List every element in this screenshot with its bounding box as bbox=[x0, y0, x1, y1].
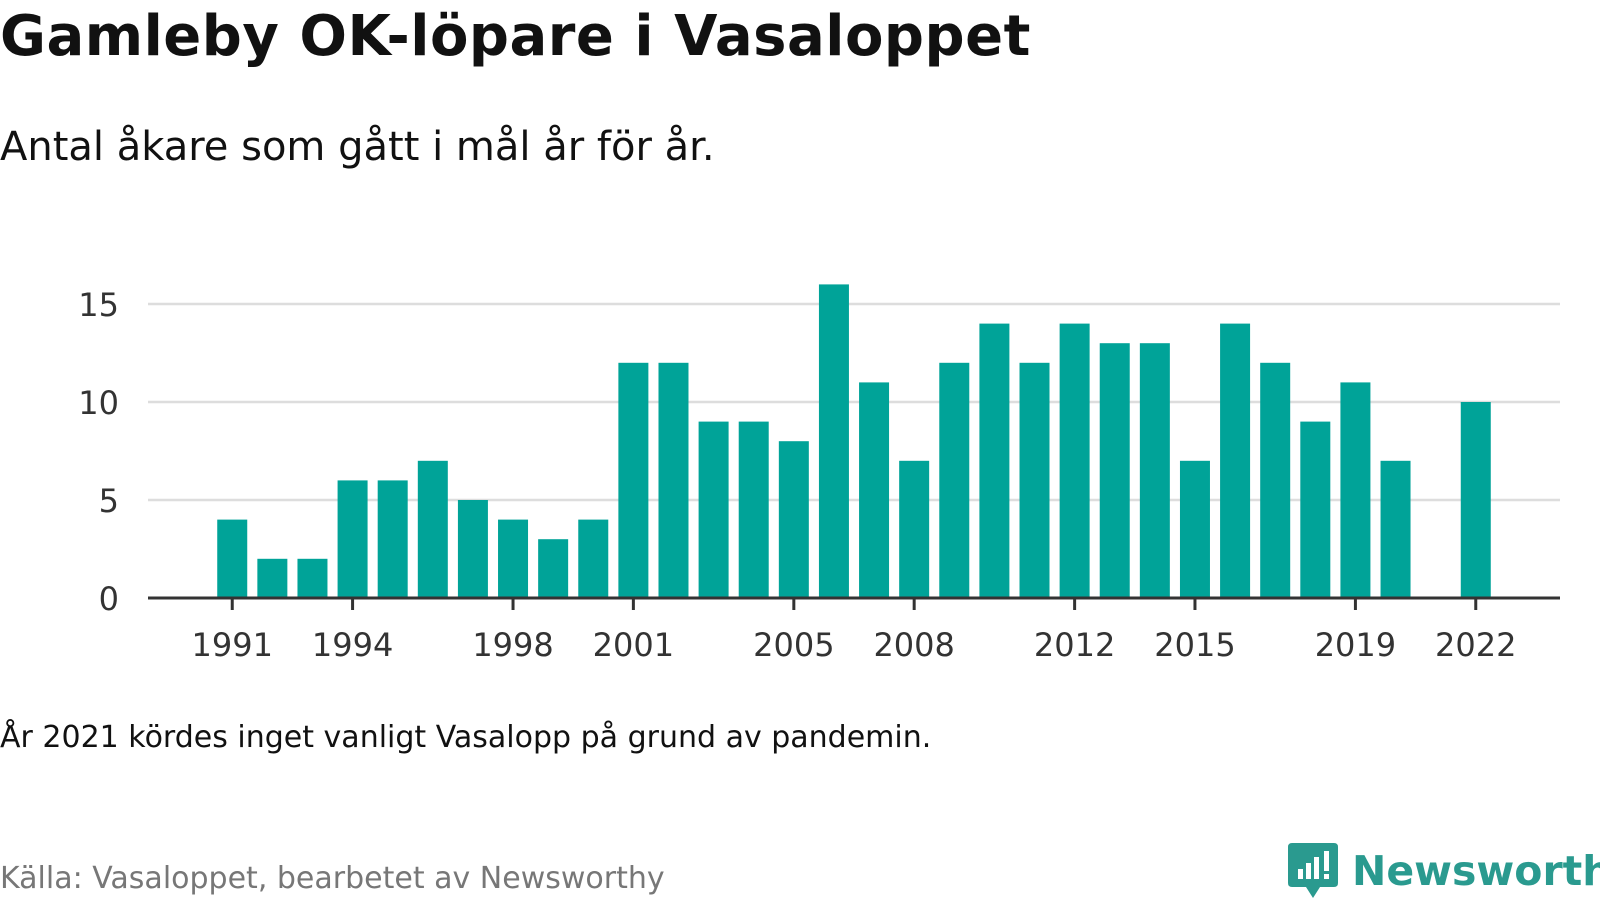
bar-1997 bbox=[457, 500, 488, 598]
bar-2007 bbox=[859, 382, 890, 598]
bar-2009 bbox=[939, 362, 970, 598]
x-tick-label: 2012 bbox=[1034, 626, 1115, 664]
bar-2014 bbox=[1139, 343, 1170, 598]
x-axis bbox=[148, 596, 1560, 610]
bar-2010 bbox=[979, 323, 1010, 598]
bar-1996 bbox=[417, 460, 448, 598]
chart-title: Gamleby OK-löpare i Vasaloppet bbox=[0, 4, 1031, 69]
bar-2015 bbox=[1179, 460, 1210, 598]
bars bbox=[217, 284, 1491, 598]
newsworthy-logo: Newsworthy bbox=[1288, 843, 1600, 899]
y-tick-label: 10 bbox=[78, 384, 119, 422]
bar-1992 bbox=[257, 558, 288, 598]
bar-1998 bbox=[498, 519, 529, 598]
bar-1994 bbox=[337, 480, 368, 598]
x-tick-label: 2015 bbox=[1154, 626, 1235, 664]
y-tick-label: 15 bbox=[78, 286, 119, 324]
bar-2000 bbox=[578, 519, 609, 598]
bar-2005 bbox=[778, 441, 809, 598]
y-tick-labels: 0 5 10 15 bbox=[78, 286, 119, 618]
bar-2003 bbox=[698, 421, 729, 598]
bar-2017 bbox=[1260, 362, 1291, 598]
bar-1995 bbox=[377, 480, 408, 598]
bar-2013 bbox=[1099, 343, 1130, 598]
x-tick-label: 1998 bbox=[472, 626, 553, 664]
bar-2022 bbox=[1460, 402, 1491, 598]
bar-chart: 0 5 10 15 1991 1994 1998 2001 2005 2008 2012 2015 2… bbox=[78, 284, 1560, 664]
bar-2001 bbox=[618, 362, 649, 598]
bar-2020 bbox=[1380, 460, 1411, 598]
bar-1999 bbox=[538, 539, 569, 598]
x-tick-label: 1991 bbox=[192, 626, 273, 664]
bar-2019 bbox=[1340, 382, 1371, 598]
x-tick-label: 2022 bbox=[1435, 626, 1516, 664]
x-tick-label: 2005 bbox=[753, 626, 834, 664]
brand-name: Newsworthy bbox=[1352, 847, 1600, 895]
bar-2012 bbox=[1059, 323, 1090, 598]
bar-2016 bbox=[1220, 323, 1251, 598]
y-tick-label: 0 bbox=[99, 580, 119, 618]
chart-subtitle: Antal åkare som gått i mål år för år. bbox=[0, 124, 715, 170]
x-tick-label: 2001 bbox=[593, 626, 674, 664]
source-text: Källa: Vasaloppet, bearbetet av Newswort… bbox=[0, 861, 665, 896]
bar-2004 bbox=[738, 421, 769, 598]
y-tick-label: 5 bbox=[99, 482, 119, 520]
x-tick-label: 1994 bbox=[312, 626, 393, 664]
bar-1991 bbox=[217, 519, 248, 598]
bar-2011 bbox=[1019, 362, 1050, 598]
bar-2002 bbox=[658, 362, 689, 598]
x-tick-label: 2008 bbox=[873, 626, 954, 664]
bar-2006 bbox=[818, 284, 849, 598]
bar-chart-exclamation-icon bbox=[1288, 843, 1338, 898]
bar-1993 bbox=[297, 558, 328, 598]
bar-2018 bbox=[1300, 421, 1331, 598]
x-tick-labels: 1991 1994 1998 2001 2005 2008 2012 2015 2019 2022 bbox=[192, 626, 1517, 664]
x-tick-label: 2019 bbox=[1315, 626, 1396, 664]
bar-2008 bbox=[899, 460, 930, 598]
footnote: År 2021 kördes inget vanligt Vasalopp på… bbox=[0, 720, 932, 755]
